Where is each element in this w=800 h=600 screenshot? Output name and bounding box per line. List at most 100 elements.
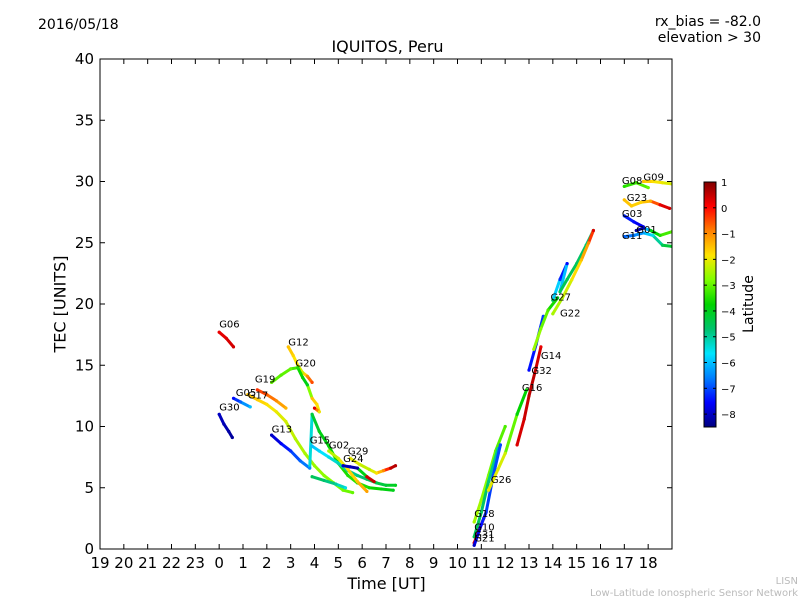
data-point — [310, 380, 314, 384]
satellite-label-g27: G27 — [551, 292, 571, 303]
data-point — [248, 405, 252, 409]
y-tick-label: 35 — [75, 111, 94, 129]
y-axis-label: TEC [UNITS] — [50, 255, 70, 353]
series-g01 — [634, 226, 672, 237]
satellite-label-g16: G16 — [522, 383, 542, 394]
trace-segment — [515, 417, 526, 447]
data-point — [293, 437, 297, 441]
trace-segment — [570, 258, 583, 281]
data-point — [393, 464, 398, 468]
data-point — [348, 456, 352, 460]
series-g26 — [486, 388, 529, 492]
data-point — [317, 449, 321, 453]
satellite-label-g32: G32 — [531, 366, 551, 377]
satellite-label-g01: G01 — [636, 225, 656, 236]
data-point — [310, 396, 314, 400]
trace-segment — [491, 443, 502, 477]
x-tick-label: 15 — [567, 554, 586, 572]
trace-segment — [532, 327, 543, 351]
data-point — [379, 487, 383, 491]
trace-segment — [622, 181, 638, 188]
data-point — [641, 231, 646, 235]
trace-segment — [270, 433, 283, 446]
satellite-label-g15: G15 — [310, 436, 330, 447]
trace-segment — [522, 394, 531, 421]
colorbar-tick-label: 1 — [721, 178, 727, 189]
data-point — [286, 345, 290, 349]
satellite-label-g18: G18 — [474, 509, 494, 520]
trace-segment — [255, 388, 269, 397]
trace-segment — [472, 523, 483, 547]
trace-segment — [305, 383, 314, 400]
data-point — [343, 486, 348, 490]
series-g15 — [310, 444, 398, 490]
trace-segment — [479, 510, 488, 526]
satellite-label-g08: G08 — [622, 176, 642, 187]
data-point — [641, 226, 646, 230]
series-g24 — [341, 464, 376, 484]
data-point — [496, 467, 500, 471]
data-point — [515, 443, 519, 447]
data-point — [622, 235, 626, 239]
series-g19 — [255, 388, 288, 410]
trace-segment — [632, 231, 645, 237]
data-point — [651, 233, 655, 237]
chart-title: IQUITOS, Peru — [331, 37, 444, 56]
trace-segment — [632, 220, 645, 229]
x-tick-label: 11 — [472, 554, 491, 572]
series-g29 — [348, 456, 398, 475]
colorbar-tick-label: −6 — [721, 359, 736, 370]
trace-segment — [284, 420, 297, 441]
trace-segment — [579, 241, 591, 262]
trace-segment — [341, 488, 355, 495]
trace-segment — [375, 481, 388, 487]
data-point — [479, 498, 483, 502]
data-point — [484, 510, 488, 514]
data-point — [358, 462, 362, 467]
trace-segment — [274, 399, 288, 410]
y-tick-label: 20 — [75, 295, 94, 313]
colorbar-tick-label: −8 — [721, 410, 736, 421]
satellite-label-g03: G03 — [622, 209, 642, 220]
y-tick-label: 0 — [84, 540, 94, 558]
data-point — [239, 400, 243, 404]
data-point — [479, 522, 483, 527]
data-point — [312, 464, 317, 468]
trace-segment — [649, 199, 662, 207]
trace-segment — [279, 442, 293, 453]
y-tick-label: 30 — [75, 173, 94, 191]
data-point — [317, 429, 321, 433]
data-point — [503, 424, 507, 429]
trace-segment — [279, 367, 293, 377]
data-point — [217, 412, 221, 416]
data-point — [587, 241, 591, 245]
data-point — [255, 388, 259, 392]
x-tick-label: 21 — [138, 554, 157, 572]
y-tick-label: 10 — [75, 418, 94, 436]
trace-segment — [327, 455, 340, 465]
colorbar-tick-label: 0 — [721, 204, 727, 215]
data-point — [246, 393, 250, 397]
trace-segment — [479, 474, 490, 502]
data-point — [291, 353, 295, 357]
data-point — [646, 186, 650, 190]
trace-segment — [274, 410, 288, 424]
data-point — [327, 449, 331, 453]
data-point — [270, 380, 274, 384]
colorbar-tick-label: −5 — [721, 333, 736, 344]
data-point — [222, 422, 226, 426]
data-point — [355, 480, 359, 484]
x-tick-label: 2 — [262, 554, 272, 572]
x-tick-label: 6 — [357, 554, 367, 572]
series-g30 — [217, 412, 234, 440]
data-point — [651, 179, 655, 184]
date-label: 2016/05/18 — [38, 17, 119, 33]
satellite-label-g09: G09 — [643, 172, 663, 183]
data-point — [579, 258, 584, 262]
trace-segment — [317, 429, 331, 448]
data-point — [265, 393, 269, 397]
data-point — [503, 451, 507, 455]
satellite-label-g17: G17 — [248, 390, 268, 401]
